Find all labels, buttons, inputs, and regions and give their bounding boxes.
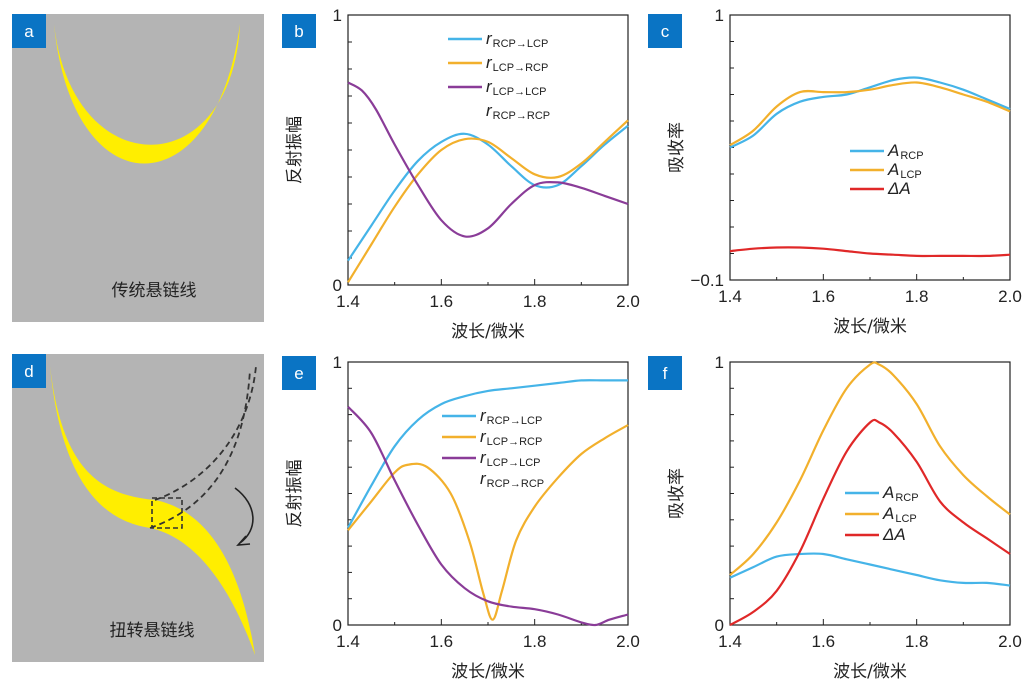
panel-label-b: b <box>294 22 303 41</box>
panel-label-d: d <box>24 362 33 381</box>
x-tick-label: 2.0 <box>616 292 640 311</box>
panel-label-b-box <box>282 14 316 48</box>
series-line-r-LCP-to-RCP <box>347 119 629 283</box>
x-tick-label: 1.4 <box>718 287 742 306</box>
x-tick-label: 1.8 <box>523 632 547 651</box>
x-tick-label: 1.8 <box>523 292 547 311</box>
series-line-A-RCP <box>729 552 1011 587</box>
panel-label-d-box <box>12 354 46 388</box>
legend-entry: ALCP <box>882 504 917 525</box>
y-tick-label: 0 <box>333 616 342 635</box>
x-tick-label: 2.0 <box>998 632 1022 651</box>
x-axis-title: 波长/微米 <box>833 662 907 682</box>
x-tick-label: 1.4 <box>336 632 360 651</box>
plot-frame <box>729 14 1011 281</box>
x-axis-title: 波长/微米 <box>833 317 907 337</box>
x-tick-label: 1.4 <box>336 292 360 311</box>
diagram-a-caption: 传统悬链线 <box>112 281 197 301</box>
panel-label-f: f <box>663 364 668 383</box>
x-tick-label: 1.6 <box>812 632 836 651</box>
x-tick-label: 1.8 <box>905 287 929 306</box>
y-tick-label: 1 <box>715 353 724 372</box>
series-line-A-LCP <box>729 81 1011 147</box>
legend-entry: ΔA <box>882 525 906 544</box>
legend-entry: rLCP→LCP <box>480 448 540 469</box>
x-tick-label: 1.4 <box>718 632 742 651</box>
rotation-arrow-head <box>236 535 251 546</box>
diagram-d-caption: 扭转悬链线 <box>110 621 195 641</box>
legend-entry: ALCP <box>887 160 922 181</box>
legend-entry: rRCP→LCP <box>480 406 542 427</box>
rotation-arrow <box>234 487 254 544</box>
legend-entry: rLCP→LCP <box>486 77 546 98</box>
y-axis-title: 反射振幅 <box>285 116 305 184</box>
x-tick-label: 1.6 <box>430 292 454 311</box>
x-tick-label: 2.0 <box>998 287 1022 306</box>
legend-entry: ΔA <box>887 179 911 198</box>
legend-entry: rRCP→RCP <box>486 101 550 122</box>
y-tick-label: 0 <box>333 276 342 295</box>
panel-label-a-box <box>12 14 46 48</box>
chart-panel-b: b 1.4 1.6 1.8 2.0 0 1 波长/微米 反射振幅 rRCP→LCP rLCP→RCP… <box>282 6 640 342</box>
series-line-delta-a <box>729 418 1011 626</box>
catenary-shape <box>54 24 240 164</box>
legend-entry: ARCP <box>882 483 919 504</box>
x-tick-label: 1.6 <box>430 632 454 651</box>
series-line-r-RCP-to-LCP <box>347 124 629 262</box>
twist-region-box <box>151 497 183 529</box>
x-tick-label: 1.8 <box>905 632 929 651</box>
panel-label-e-box <box>282 356 316 390</box>
legend-entry: rRCP→LCP <box>486 29 548 50</box>
y-tick-label: 0 <box>715 616 724 635</box>
y-tick-label: 1 <box>333 6 342 25</box>
rotation-guide-inner <box>149 369 251 529</box>
panel-label-e: e <box>294 364 303 383</box>
rotation-guide-outer <box>154 365 257 501</box>
series-line-A-LCP <box>729 361 1011 576</box>
panel-label-a: a <box>24 22 34 41</box>
panel-label-f-box <box>648 356 682 390</box>
diagram-a-background <box>12 14 264 322</box>
series-line-r-RCP-to-LCP <box>347 379 628 529</box>
y-tick-label: 1 <box>333 353 342 372</box>
panel-label-c: c <box>661 22 670 41</box>
series-line-r-LCP-to-LCP <box>347 405 629 627</box>
x-axis-title: 波长/微米 <box>451 662 525 682</box>
series-line-A-RCP <box>729 76 1011 149</box>
diagram-d: d 扭转悬链线 <box>12 354 264 662</box>
legend-entry: rLCP→RCP <box>480 427 542 448</box>
panel-label-c-box <box>648 14 682 48</box>
legend-entry: ARCP <box>887 141 924 162</box>
legend-entry: rRCP→RCP <box>480 469 544 490</box>
chart-panel-e: e 1.4 1.6 1.8 2.0 0 1 波长/微米 反射振幅 rRCP→LCPrLCP→RCP… <box>282 353 640 682</box>
y-axis-title: 反射振幅 <box>285 460 305 528</box>
series-line-r-LCP-to-LCP <box>347 81 629 238</box>
x-tick-label: 2.0 <box>616 632 640 651</box>
y-axis-title: 吸收率 <box>667 122 687 173</box>
series-line-r-LCP-to-RCP <box>347 424 629 621</box>
y-axis-title: 吸收率 <box>667 468 687 519</box>
y-tick-label: 1 <box>715 6 724 25</box>
series-line-delta-a <box>729 246 1011 258</box>
y-tick-label: −0.1 <box>690 271 724 290</box>
x-tick-label: 1.6 <box>812 287 836 306</box>
diagram-a: a 传统悬链线 <box>12 14 264 322</box>
x-axis-title: 波长/微米 <box>451 322 525 342</box>
plot-frame <box>347 361 629 626</box>
legend-entry: rLCP→RCP <box>486 53 548 74</box>
